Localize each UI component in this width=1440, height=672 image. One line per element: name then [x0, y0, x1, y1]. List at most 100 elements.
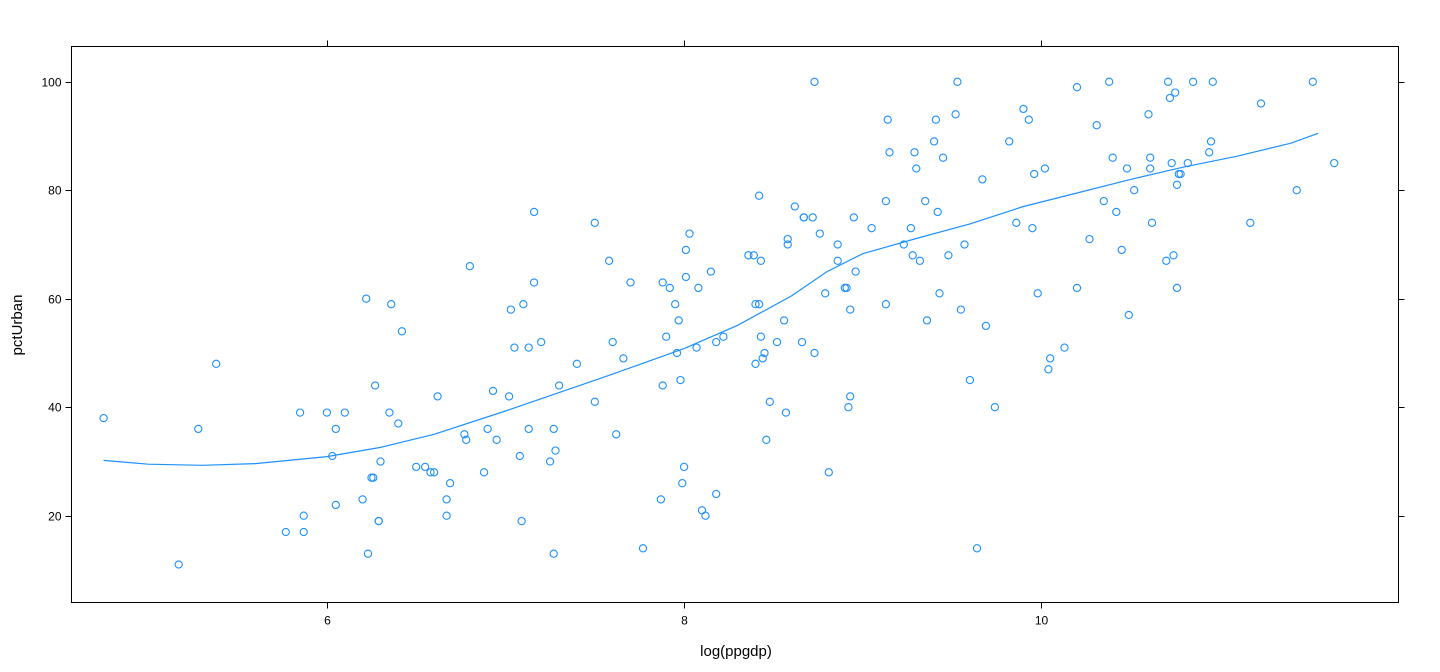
data-point	[1147, 218, 1157, 227]
data-point	[719, 332, 728, 341]
data-point	[790, 202, 799, 211]
data-point	[433, 392, 442, 401]
data-point	[554, 381, 564, 390]
data-point	[1072, 283, 1082, 293]
data-point	[1171, 88, 1180, 97]
data-point	[685, 229, 694, 238]
data-point	[910, 148, 919, 157]
data-point	[1033, 289, 1042, 298]
data-point	[322, 408, 332, 417]
data-point	[1012, 218, 1021, 227]
data-point	[671, 300, 680, 309]
data-point	[537, 337, 546, 347]
data-point	[779, 316, 789, 325]
x-tick-label: 8	[681, 614, 688, 628]
data-point	[760, 348, 769, 358]
data-point	[758, 354, 767, 363]
data-point	[426, 468, 435, 477]
data-point	[756, 332, 766, 341]
data-point	[1130, 186, 1139, 195]
data-point	[331, 424, 340, 434]
data-point	[510, 343, 519, 352]
data-point	[385, 408, 394, 417]
data-point	[331, 500, 340, 510]
data-point	[1005, 137, 1014, 146]
data-point	[212, 359, 221, 368]
data-point	[972, 544, 982, 553]
data-point	[701, 511, 710, 520]
data-point	[1172, 180, 1182, 189]
data-point	[1208, 77, 1217, 86]
data-point	[1092, 121, 1101, 130]
data-point	[694, 283, 703, 293]
y-axis-title: pctUrban	[9, 295, 26, 356]
data-point	[281, 527, 290, 537]
data-point	[953, 77, 962, 86]
data-point	[965, 375, 975, 385]
data-point	[833, 240, 842, 249]
data-point	[1046, 354, 1055, 363]
data-point	[1072, 83, 1082, 92]
data-point	[1205, 148, 1214, 157]
data-point	[824, 468, 833, 477]
data-point	[1292, 186, 1301, 195]
data-point	[387, 300, 396, 309]
data-point	[1162, 256, 1171, 265]
data-point	[1206, 137, 1216, 146]
data-point	[1146, 153, 1155, 162]
data-point	[881, 196, 891, 206]
data-point	[751, 359, 760, 368]
data-point	[412, 462, 421, 472]
data-point	[460, 430, 469, 439]
data-point	[754, 191, 764, 200]
data-point	[519, 300, 528, 309]
data-point	[679, 462, 689, 472]
data-point	[1030, 169, 1039, 179]
data-point	[833, 256, 842, 265]
data-point	[881, 300, 891, 309]
data-point	[429, 468, 439, 477]
data-point	[1124, 310, 1133, 320]
data-point	[504, 392, 514, 401]
data-point	[506, 305, 516, 314]
data-point	[751, 300, 760, 309]
data-point	[1183, 158, 1192, 168]
data-point	[1172, 283, 1182, 293]
data-point	[1024, 115, 1033, 124]
data-point	[772, 337, 782, 347]
data-point	[692, 343, 701, 352]
x-axis-ticks: 6 8 10	[324, 40, 1048, 628]
data-point	[665, 283, 674, 293]
data-point	[194, 424, 203, 434]
data-point	[524, 343, 533, 352]
data-point	[944, 251, 953, 260]
data-point	[517, 516, 526, 526]
data-point	[951, 110, 960, 119]
data-point	[662, 332, 671, 341]
data-point	[549, 549, 558, 558]
data-point	[912, 164, 921, 173]
data-point	[529, 278, 539, 287]
data-point	[590, 218, 599, 227]
data-point	[1105, 77, 1114, 86]
data-point	[488, 386, 498, 396]
data-point	[608, 337, 617, 347]
data-point	[465, 262, 474, 271]
data-point	[656, 495, 666, 504]
data-point	[810, 348, 819, 358]
data-point	[956, 305, 966, 314]
data-point	[1163, 77, 1173, 86]
data-point	[394, 419, 403, 428]
data-point	[590, 397, 599, 406]
data-point	[604, 256, 614, 265]
data-point	[479, 468, 489, 477]
data-point	[706, 267, 716, 276]
data-point	[483, 424, 492, 434]
data-point	[978, 175, 987, 184]
y-tick-label: 100	[41, 76, 61, 90]
data-point	[678, 479, 687, 488]
y-axis-ticks: 20 40 60 80 100	[41, 76, 1405, 524]
data-point	[1308, 77, 1317, 86]
data-point	[815, 229, 824, 238]
